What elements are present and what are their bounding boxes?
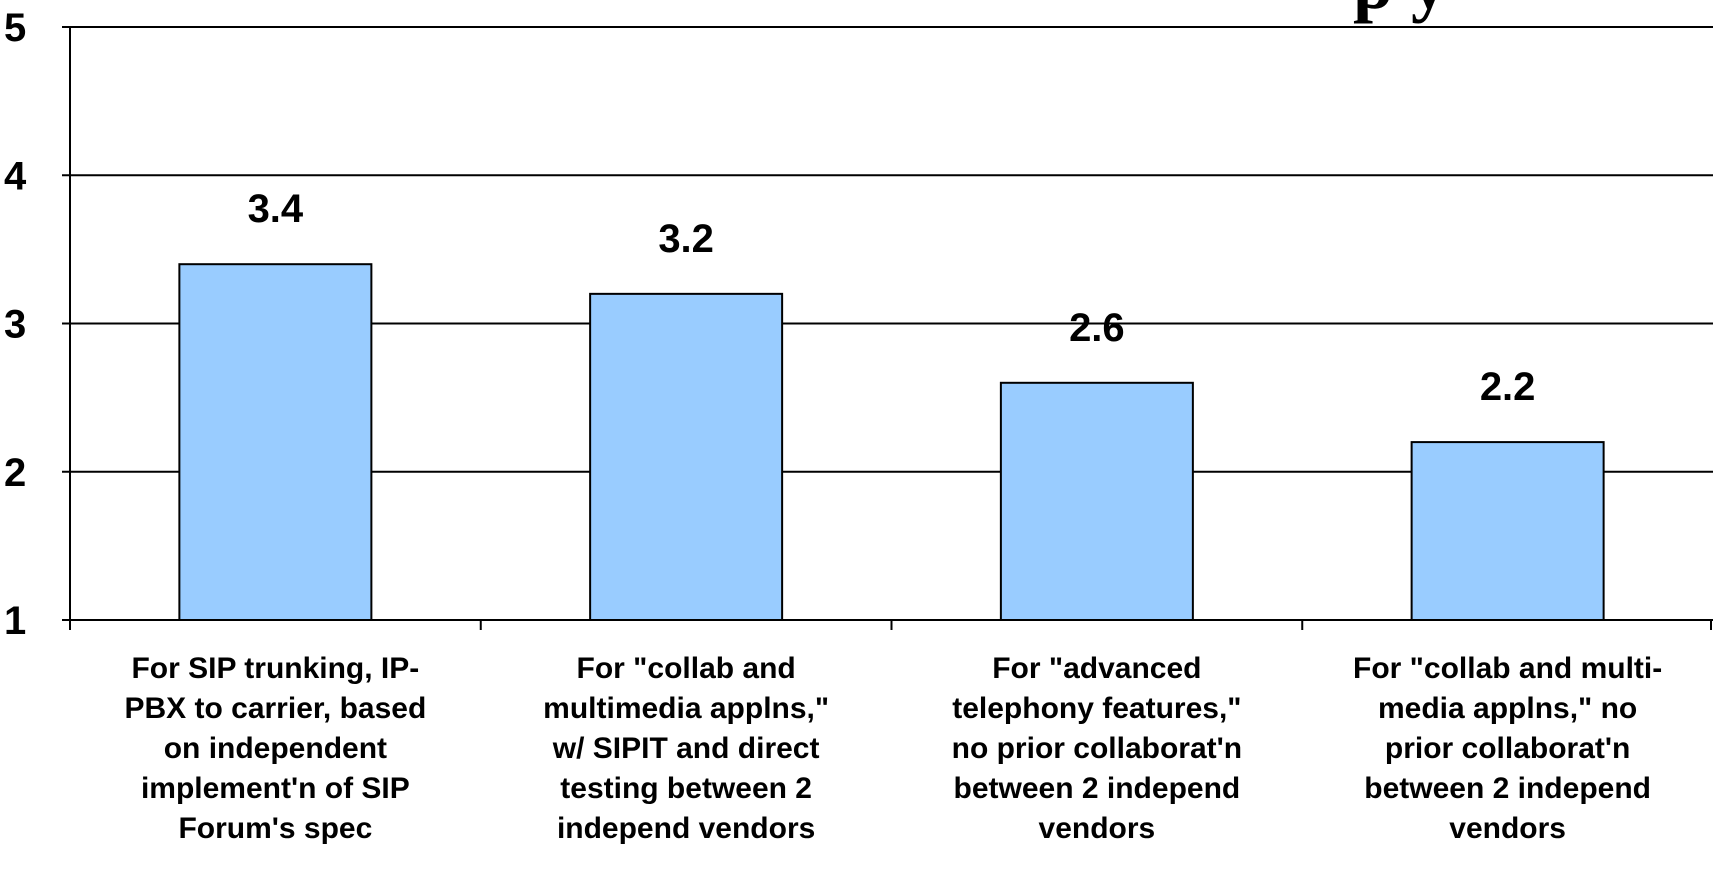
data-label: 3.2 bbox=[658, 217, 714, 261]
chart-title-fragment: p y bbox=[1353, 0, 1447, 24]
y-tick-label: 4 bbox=[4, 154, 27, 198]
y-tick-labels: 1 2 3 4 5 bbox=[4, 6, 27, 643]
data-label: 2.6 bbox=[1069, 306, 1125, 350]
bars bbox=[178, 263, 1605, 621]
category-label: For "advanced telephony features," no pr… bbox=[951, 652, 1243, 845]
bar bbox=[999, 381, 1194, 621]
bar bbox=[1410, 441, 1605, 621]
y-tick-label: 3 bbox=[4, 303, 26, 347]
y-tick-label: 2 bbox=[4, 451, 26, 495]
data-label: 3.4 bbox=[248, 187, 304, 231]
category-label: For "collab and multi- media applns," no… bbox=[1353, 652, 1663, 845]
y-tick-label: 5 bbox=[4, 6, 26, 50]
data-labels: 3.4 3.2 2.6 2.2 bbox=[248, 187, 1536, 409]
category-label: For "collab and multimedia applns," w/ S… bbox=[543, 652, 830, 845]
data-label: 2.2 bbox=[1480, 365, 1536, 409]
bar bbox=[178, 263, 373, 621]
bar bbox=[589, 292, 784, 621]
y-tick-label: 1 bbox=[4, 599, 26, 643]
axes bbox=[62, 26, 1713, 630]
category-label: For SIP trunking, IP- PBX to carrier, ba… bbox=[124, 652, 427, 845]
